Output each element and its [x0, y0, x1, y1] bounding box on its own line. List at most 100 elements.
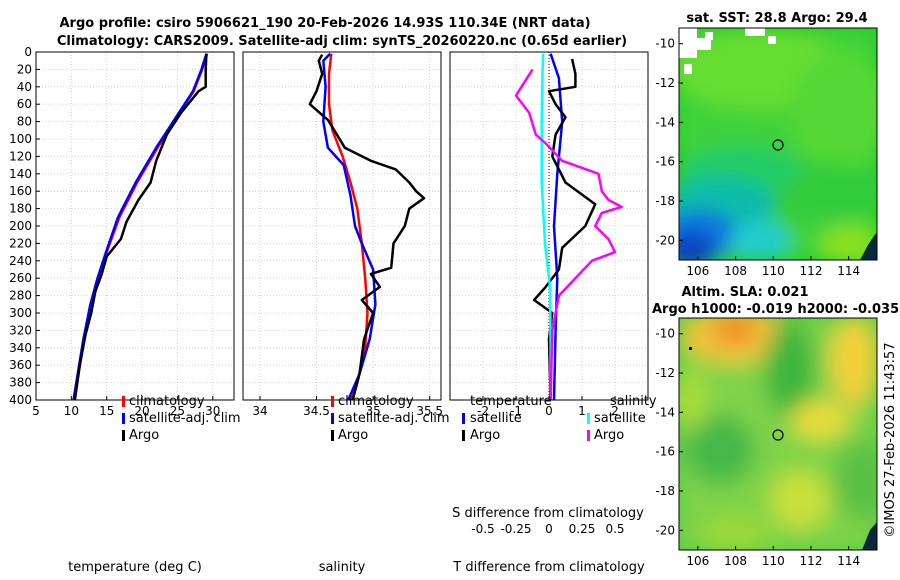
salinity-grid: [243, 52, 441, 400]
x2-tick-label: 0: [545, 522, 553, 536]
y-tick-label: -12: [655, 76, 675, 90]
legend-swatch-climatology: [122, 396, 125, 407]
y-tick-label: -20: [655, 233, 675, 247]
legend-label-s-argo: Argo: [594, 428, 624, 443]
x2-tick-label: 0.5: [605, 522, 624, 536]
salinity-legend: climatology satellite-adj. clim Argo: [331, 394, 450, 443]
x-tick-label: 30: [205, 404, 220, 418]
sla-map-subtitle: Argo h1000: -0.019 h2000: -0.035: [652, 302, 899, 317]
x-tick-label: 2: [611, 404, 619, 418]
salinity-frame: [242, 51, 442, 401]
x-tick-label: 25: [170, 404, 185, 418]
legend-heading-temperature: temperature: [470, 394, 552, 409]
sla-map-ticks: 106 108 110 112 114 -10 -12 -14 -16 -18 -20: [655, 327, 860, 568]
series-line-satellite-adj--clim: [322, 52, 377, 400]
y-tick-label: -10: [655, 37, 675, 51]
legend-label-satellite-adj: satellite-adj. clim: [338, 411, 450, 426]
y-tick-label: 100: [9, 132, 32, 146]
series-line-climatology: [327, 53, 369, 400]
legend-label-climatology: climatology: [129, 394, 205, 409]
salinity-x-label: salinity: [319, 560, 366, 575]
series-line-argo: [308, 53, 426, 400]
y-tick-label: 20: [17, 62, 32, 76]
legend-label-argo: Argo: [338, 428, 368, 443]
series-line-argo: [73, 53, 208, 400]
y-tick-label: 0: [24, 45, 32, 59]
y-tick-label: 180: [9, 202, 32, 216]
y-tick-label: 320: [9, 323, 32, 337]
legend-heading-salinity: salinity: [610, 394, 657, 409]
temperature-legend: climatology satellite-adj. clim Argo: [122, 394, 241, 443]
legend-swatch-s-satellite: [587, 413, 590, 424]
y-tick-label: -18: [655, 484, 675, 498]
sst-map-frame: [678, 27, 878, 261]
sst-map-panel: sat. SST: 28.8 Argo: 29.4: [655, 11, 878, 278]
salinity-x-ticks: 34 34.5 35 35.5: [252, 396, 443, 418]
temperature-panel: 5 10 15 20 25 30 0 20 40 60 80 100 120 140 160 180 200 2…: [9, 45, 241, 575]
y-tick-label: -12: [655, 366, 675, 380]
y-tick-label: -20: [655, 523, 675, 537]
x-tick-label: 112: [800, 554, 823, 568]
temperature-x-ticks: 5 10 15 20 25 30: [32, 396, 220, 418]
x-tick-label: 5: [32, 404, 40, 418]
x-tick-label: 106: [686, 264, 709, 278]
x-tick-label: 15: [99, 404, 114, 418]
figure-title-line1: Argo profile: csiro 5906621_190 20-Feb-2…: [59, 16, 590, 31]
temperature-lines: [72, 53, 209, 400]
y-tick-label: 340: [9, 341, 32, 355]
y-tick-label: 240: [9, 254, 32, 268]
x-tick-label: 34: [252, 404, 267, 418]
legend-label-t-argo: Argo: [470, 428, 500, 443]
legend-label-argo: Argo: [129, 428, 159, 443]
difference-panel: -2 -1 0 1 2 -0.5 -0.25 0 0.25 0.5 S difference f…: [449, 51, 657, 575]
legend-swatch-satellite-adj: [331, 413, 334, 424]
y-tick-label: 200: [9, 219, 32, 233]
legend-swatch-t-argo: [462, 430, 465, 441]
y-tick-label: 280: [9, 289, 32, 303]
x-tick-label: -2: [477, 404, 489, 418]
x-tick-label: 108: [724, 554, 747, 568]
y-tick-label: 220: [9, 236, 32, 250]
salinity-difference-ticks: -0.5 -0.25 0 0.25 0.5: [471, 522, 624, 536]
temperature-x-label: temperature (deg C): [68, 560, 202, 575]
sla-field: [679, 318, 877, 550]
y-tick-label: -16: [655, 445, 675, 459]
legend-swatch-climatology: [331, 396, 334, 407]
y-tick-label: 160: [9, 184, 32, 198]
y-tick-label: 400: [9, 393, 32, 407]
figure-title-line2: Climatology: CARS2009. Satellite-adj cli…: [57, 34, 627, 49]
series-line-s-argo: [514, 68, 623, 400]
x-tick-label: -1: [510, 404, 522, 418]
y-tick-label: 40: [17, 80, 32, 94]
y-tick-label: 380: [9, 376, 32, 390]
y-tick-label: -14: [655, 405, 675, 419]
difference-legend: temperature salinity satellite Argo sate…: [462, 394, 657, 443]
x-tick-label: 112: [800, 264, 823, 278]
legend-swatch-s-argo: [587, 430, 590, 441]
depth-y-ticks: 0 20 40 60 80 100 120 140 160 180 200 220 240 260 280 3…: [9, 45, 40, 407]
sst-field: [679, 28, 877, 260]
difference-lines: [514, 53, 623, 400]
legend-swatch-t-satellite: [462, 413, 465, 424]
argo-location-marker: [772, 429, 784, 441]
y-tick-label: -16: [655, 155, 675, 169]
y-tick-label: -10: [655, 327, 675, 341]
series-line-satellite-adj--clim: [72, 53, 208, 400]
timestamp-watermark: ©IMOS 27-Feb-2026 11:43:57: [883, 342, 898, 537]
temperature-grid: [35, 52, 234, 400]
legend-swatch-satellite-adj: [122, 413, 125, 424]
x-tick-label: 1: [578, 404, 586, 418]
y-tick-label: 60: [17, 97, 32, 111]
y-tick-label: -18: [655, 194, 675, 208]
x-tick-label: 114: [837, 554, 860, 568]
x-tick-label: 106: [686, 554, 709, 568]
salinity-lines: [308, 52, 426, 400]
sst-map-ticks: 106 108 110 112 114 -10 -12 -14 -16 -18 -20: [655, 37, 860, 278]
s-difference-label: S difference from climatology: [452, 506, 644, 521]
legend-swatch-argo: [331, 430, 334, 441]
y-tick-label: 140: [9, 167, 32, 181]
x-tick-label: 110: [762, 264, 785, 278]
sla-map-panel: Altim. SLA: 0.021 Argo h1000: -0.019 h20…: [652, 285, 899, 568]
legend-label-s-satellite: satellite: [594, 411, 646, 426]
